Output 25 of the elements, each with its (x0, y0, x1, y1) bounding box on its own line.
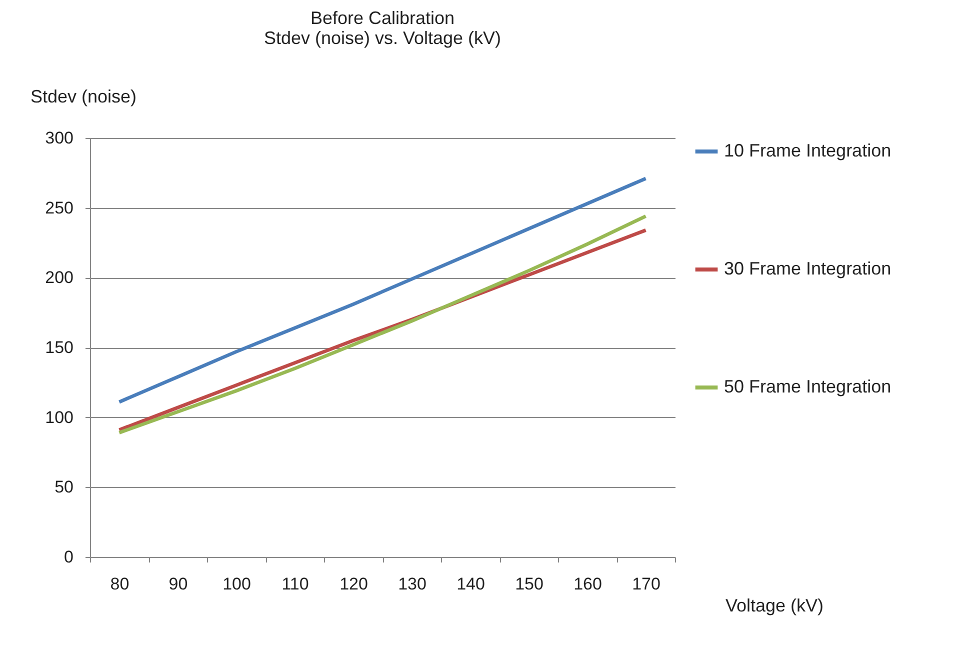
line-series (118, 176, 648, 404)
x-tick-label: 150 (515, 574, 544, 594)
y-tick-label: 300 (45, 128, 74, 148)
x-tick-label: 80 (110, 574, 130, 594)
x-tick-label: 140 (456, 574, 485, 594)
y-axis-title: Stdev (noise) (30, 86, 137, 106)
x-tick-label: 160 (574, 574, 602, 594)
legend-label: 30 Frame Integration (724, 258, 892, 278)
y-tick-label: 250 (45, 198, 74, 218)
x-tick-label: 120 (340, 574, 368, 594)
y-tick-label: 100 (45, 408, 74, 427)
text: Stdev (noise) vs. Voltage (kV) (264, 28, 502, 48)
x-axis-title: Voltage (kV) (726, 596, 824, 616)
text: Before Calibration (310, 8, 455, 28)
x-tick-label: 130 (398, 574, 426, 594)
y-tick-label: 150 (45, 338, 74, 357)
x-tick-label: 90 (168, 574, 188, 594)
x-tick-label: 170 (632, 574, 660, 594)
x-tick-label: 110 (282, 574, 309, 594)
y-tick-label: 200 (45, 268, 74, 288)
y-tick-label: 0 (64, 548, 74, 566)
legend-label: 50 Frame Integration (724, 376, 892, 396)
y-tick-label: 50 (54, 478, 74, 497)
legend-label: 10 Frame Integration (724, 140, 892, 160)
x-tick-label: 100 (222, 574, 251, 594)
